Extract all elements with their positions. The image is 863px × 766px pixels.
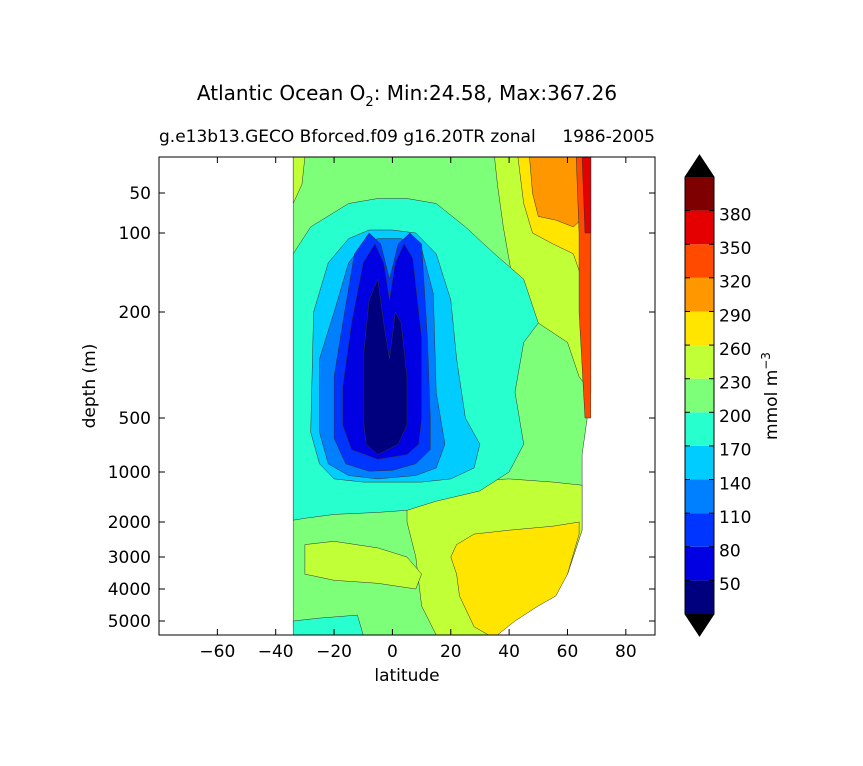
- colorbar-tick-label: 350: [719, 239, 751, 259]
- colorbar-tick-label: 80: [719, 542, 741, 562]
- y-tick-label: 1000: [108, 463, 151, 483]
- x-tick-label: 40: [498, 642, 520, 662]
- y-tick-label: 4000: [108, 580, 151, 600]
- colorbar-segment: [685, 210, 714, 245]
- contour-region-20: [362, 278, 408, 455]
- x-tick-label: 60: [557, 642, 579, 662]
- colorbar-tick-label: 50: [719, 575, 741, 595]
- y-axis-ticks: 50 100 200 500 1000 2000 3000 4000 5000: [108, 184, 655, 632]
- chart-title: Atlantic Ocean O2: Min:24.58, Max:367.26: [197, 81, 617, 110]
- colorbar-segment: [685, 244, 714, 278]
- plot-area: −60 −40 −20 0 20 40 60 80 50 100 200 500 1000 2000 30…: [108, 156, 656, 662]
- colorbar: 50 80 110 140 170 200 230 260 290 320 350 380: [684, 154, 751, 637]
- colorbar-tick-label: 230: [719, 374, 751, 394]
- colorbar-tick-label: 200: [719, 407, 751, 427]
- y-tick-label: 500: [119, 409, 151, 429]
- x-axis-ticks: −60 −40 −20 0 20 40 60 80: [199, 157, 637, 662]
- colorbar-frame: [684, 154, 715, 637]
- colorbar-tick-label: 110: [719, 508, 751, 528]
- chart-subtitle-left: g.e13b13.GECO Bforced.f09 g16.20TR zonal: [159, 127, 536, 147]
- x-tick-label: −60: [199, 642, 235, 662]
- colorbar-extend-low: [685, 614, 714, 636]
- contour-region-260-deep: [450, 521, 580, 635]
- colorbar-segment: [685, 378, 714, 413]
- x-tick-label: 80: [615, 642, 637, 662]
- colorbar-tick-label: 260: [719, 340, 751, 360]
- y-tick-label: 2000: [108, 513, 151, 533]
- contour-region-170-bottom: [292, 614, 364, 635]
- y-tick-label: 100: [119, 224, 151, 244]
- colorbar-segment: [685, 513, 714, 547]
- contour-region-230-west: [292, 157, 306, 204]
- colorbar-tick-label: 170: [719, 441, 751, 461]
- y-tick-label: 200: [119, 303, 151, 323]
- contour-region-230-south-tongue: [304, 541, 422, 590]
- x-tick-label: −20: [316, 642, 352, 662]
- contour-fills: [292, 157, 592, 635]
- x-tick-label: 20: [440, 642, 462, 662]
- x-tick-label: −40: [258, 642, 294, 662]
- colorbar-segment: [685, 479, 714, 514]
- colorbar-segment: [685, 345, 714, 379]
- colorbar-segment: [685, 580, 714, 614]
- y-axis-label: depth (m): [80, 344, 100, 429]
- colorbar-segment: [685, 177, 714, 211]
- colorbar-extend-high: [685, 155, 714, 177]
- colorbar-segment: [685, 277, 714, 312]
- colorbar-tick-label: 320: [719, 273, 751, 293]
- colorbar-segment: [685, 445, 714, 480]
- colorbar-segment: [685, 311, 714, 346]
- colorbar-segment: [685, 546, 714, 581]
- y-tick-label: 5000: [108, 612, 151, 632]
- x-tick-label: 0: [387, 642, 398, 662]
- plot-frame: [158, 156, 656, 636]
- x-axis-label: latitude: [374, 666, 439, 686]
- y-tick-label: 50: [129, 184, 151, 204]
- chart-subtitle-right: 1986-2005: [562, 127, 655, 147]
- colorbar-tick-label: 290: [719, 306, 751, 326]
- colorbar-segment: [685, 412, 714, 446]
- y-tick-label: 3000: [108, 548, 151, 568]
- colorbar-tick-label: 380: [719, 205, 751, 225]
- contour-region-350: [581, 157, 592, 234]
- colorbar-label: mmol m−3: [759, 352, 782, 440]
- colorbar-tick-label: 140: [719, 474, 751, 494]
